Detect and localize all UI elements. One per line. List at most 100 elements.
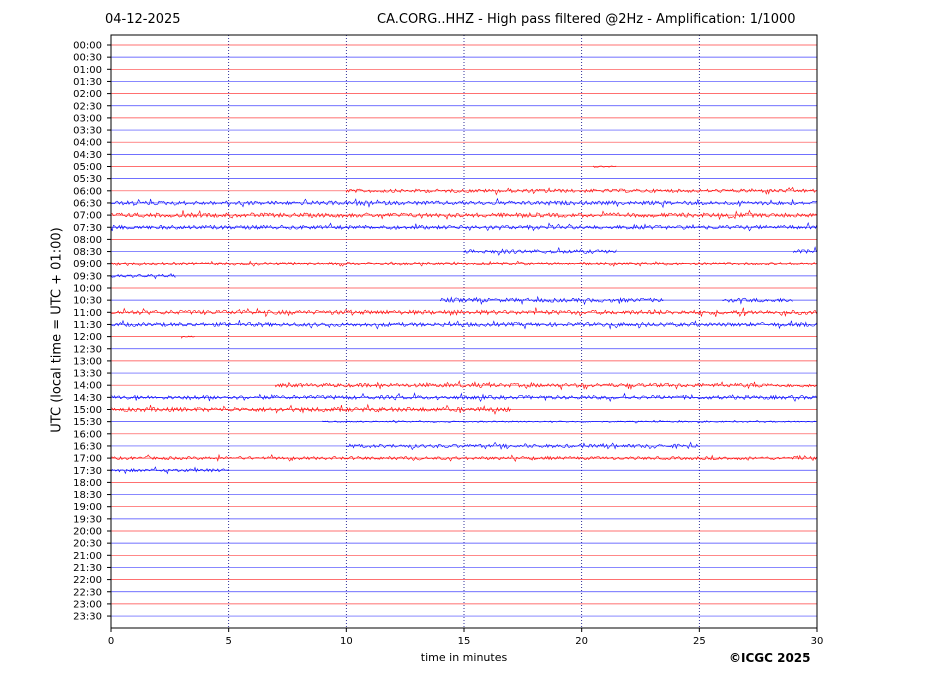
y-tick-label: 03:30 bbox=[73, 126, 102, 137]
y-tick-label: 12:30 bbox=[73, 344, 102, 355]
y-tick-label: 02:30 bbox=[73, 101, 102, 112]
y-tick: 01:30 bbox=[73, 77, 111, 88]
y-tick: 04:30 bbox=[73, 150, 111, 161]
y-tick-label: 00:00 bbox=[73, 41, 102, 52]
y-tick: 08:30 bbox=[73, 247, 111, 258]
y-tick: 16:00 bbox=[73, 429, 111, 440]
y-tick-label: 15:00 bbox=[73, 405, 102, 416]
y-tick: 07:30 bbox=[73, 223, 111, 234]
y-tick: 07:00 bbox=[73, 211, 111, 222]
y-tick: 02:30 bbox=[73, 101, 111, 112]
y-tick-label: 15:30 bbox=[73, 417, 102, 428]
x-axis-label: time in minutes bbox=[420, 651, 508, 664]
y-tick-label: 02:00 bbox=[73, 89, 102, 100]
y-tick: 22:30 bbox=[73, 587, 111, 598]
x-tick: 0 bbox=[108, 628, 114, 647]
y-tick: 10:00 bbox=[73, 284, 111, 295]
y-tick: 09:30 bbox=[73, 271, 111, 282]
x-tick-label: 20 bbox=[575, 636, 588, 647]
grid-layer bbox=[228, 35, 700, 628]
y-tick: 11:00 bbox=[73, 308, 111, 319]
x-tick: 5 bbox=[225, 628, 232, 647]
y-tick: 19:00 bbox=[73, 502, 111, 513]
y-tick: 14:30 bbox=[73, 393, 111, 404]
y-tick: 09:00 bbox=[73, 259, 111, 270]
copyright-text: ©ICGC 2025 bbox=[729, 651, 811, 665]
y-tick: 18:30 bbox=[73, 490, 111, 501]
y-tick-label: 05:00 bbox=[73, 162, 102, 173]
x-tick-label: 15 bbox=[458, 636, 471, 647]
y-tick: 21:00 bbox=[73, 551, 111, 562]
y-tick: 04:00 bbox=[73, 138, 111, 149]
y-tick: 06:30 bbox=[73, 198, 111, 209]
x-tick: 20 bbox=[575, 628, 588, 647]
trace-activity bbox=[110, 453, 817, 463]
y-tick: 20:30 bbox=[73, 539, 111, 550]
y-tick-label: 19:30 bbox=[73, 514, 102, 525]
x-tick: 30 bbox=[811, 628, 824, 647]
y-tick-label: 17:00 bbox=[73, 454, 102, 465]
y-tick: 03:30 bbox=[73, 126, 111, 137]
y-tick: 22:00 bbox=[73, 575, 111, 586]
trace-activity bbox=[322, 419, 817, 424]
trace-activity bbox=[463, 246, 617, 256]
x-tick-label: 10 bbox=[340, 636, 353, 647]
trace-activity bbox=[110, 260, 817, 267]
trace-activity bbox=[346, 441, 700, 451]
y-tick: 17:00 bbox=[73, 454, 111, 465]
y-tick-label: 22:30 bbox=[73, 587, 102, 598]
x-tick-label: 30 bbox=[811, 636, 824, 647]
plot-frame bbox=[110, 34, 818, 629]
trace-activity bbox=[110, 319, 817, 330]
trace-activity bbox=[793, 246, 817, 254]
y-tick-label: 10:00 bbox=[73, 284, 102, 295]
y-tick-label: 09:30 bbox=[73, 271, 102, 282]
y-tick-label: 06:00 bbox=[73, 186, 102, 197]
y-tick-label: 18:30 bbox=[73, 490, 102, 501]
y-tick: 06:00 bbox=[73, 186, 111, 197]
y-tick-label: 04:00 bbox=[73, 138, 102, 149]
chart-title: CA.CORG..HHZ - High pass filtered @2Hz -… bbox=[377, 12, 796, 27]
y-tick-label: 05:30 bbox=[73, 174, 102, 185]
y-tick-label: 20:30 bbox=[73, 539, 102, 550]
trace-activity bbox=[110, 273, 176, 280]
y-tick: 16:30 bbox=[73, 441, 111, 452]
trace-activity bbox=[110, 392, 817, 403]
y-tick-label: 03:00 bbox=[73, 113, 102, 124]
y-tick: 01:00 bbox=[73, 65, 111, 76]
y-tick: 05:00 bbox=[73, 162, 111, 173]
x-tick-label: 25 bbox=[693, 636, 706, 647]
y-tick-label: 04:30 bbox=[73, 150, 102, 161]
y-tick-label: 22:00 bbox=[73, 575, 102, 586]
y-tick-label: 12:00 bbox=[73, 332, 102, 343]
y-tick-label: 10:30 bbox=[73, 296, 102, 307]
y-tick: 14:00 bbox=[73, 381, 111, 392]
y-tick: 05:30 bbox=[73, 174, 111, 185]
y-tick: 08:00 bbox=[73, 235, 111, 246]
y-tick: 02:00 bbox=[73, 89, 111, 100]
y-tick-label: 11:30 bbox=[73, 320, 102, 331]
y-tick: 23:00 bbox=[73, 599, 111, 610]
y-tick-label: 09:00 bbox=[73, 259, 102, 270]
y-tick-label: 23:00 bbox=[73, 599, 102, 610]
trace-activity bbox=[110, 209, 817, 221]
y-tick: 17:30 bbox=[73, 466, 111, 477]
y-tick-label: 01:30 bbox=[73, 77, 102, 88]
y-tick: 13:00 bbox=[73, 356, 111, 367]
y-tick: 11:30 bbox=[73, 320, 111, 331]
trace-activity bbox=[110, 221, 817, 232]
y-tick-label: 06:30 bbox=[73, 198, 102, 209]
y-tick: 19:30 bbox=[73, 514, 111, 525]
y-tick: 21:30 bbox=[73, 563, 111, 574]
trace-activity bbox=[110, 307, 817, 318]
y-tick: 15:30 bbox=[73, 417, 111, 428]
y-tick: 12:30 bbox=[73, 344, 111, 355]
trace-activity bbox=[722, 297, 793, 305]
x-tick: 25 bbox=[693, 628, 706, 647]
trace-activity bbox=[110, 197, 817, 209]
y-tick-label: 13:30 bbox=[73, 369, 102, 380]
y-tick-label: 08:00 bbox=[73, 235, 102, 246]
y-tick-label: 17:30 bbox=[73, 466, 102, 477]
